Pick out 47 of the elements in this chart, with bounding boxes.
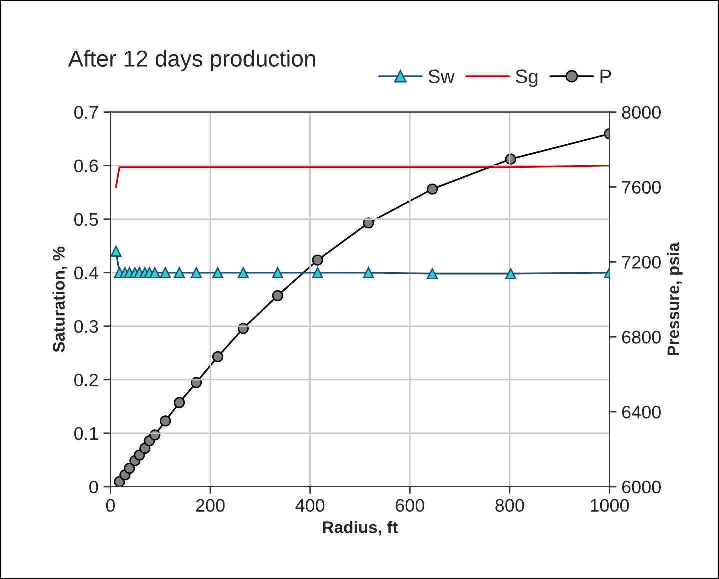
- y-tick-label: 0.4: [74, 266, 98, 280]
- point: [150, 267, 161, 278]
- y2-tick-label: 7200: [622, 256, 661, 269]
- x-tick-label: 200: [196, 499, 225, 512]
- x-tick-label: 800: [496, 499, 524, 512]
- point: [174, 397, 186, 408]
- y2-tick-label: 7600: [622, 181, 661, 194]
- y-axis-title: Saturation, %: [52, 246, 68, 352]
- point: [238, 267, 250, 278]
- legend-label: P: [600, 70, 612, 84]
- x-tick-label: 1000: [591, 499, 630, 512]
- point: [160, 267, 172, 278]
- x-tick-label: 600: [396, 499, 424, 512]
- point: [363, 267, 374, 278]
- y-tick-label: 0.1: [74, 427, 98, 440]
- y-tick-label: 0: [90, 480, 98, 494]
- point: [505, 268, 516, 280]
- point: [312, 267, 324, 278]
- point: [160, 416, 172, 427]
- point: [427, 184, 438, 195]
- y2-tick-label: 6400: [622, 406, 661, 419]
- y-tick-label: 0.7: [74, 106, 98, 120]
- chart-title: After 12 days production: [68, 50, 316, 72]
- x-tick-label: 400: [296, 499, 325, 512]
- point: [190, 267, 202, 278]
- x-tick-label: 0: [106, 499, 116, 512]
- point: [212, 351, 224, 363]
- point: [140, 442, 151, 454]
- y-tick-label: 0.2: [74, 374, 98, 387]
- point: [272, 267, 284, 278]
- x-axis-title: Radius, ft: [323, 521, 398, 536]
- y2-tick-label: 6000: [622, 480, 661, 494]
- y2-axis-title: Pressure, psia: [667, 242, 683, 356]
- point: [174, 267, 186, 278]
- y2-tick-label: 8000: [622, 106, 661, 120]
- point: [427, 268, 438, 280]
- y-tick-label: 0.6: [74, 160, 98, 173]
- point: [110, 246, 122, 258]
- y-tick-label: 0.3: [74, 320, 98, 334]
- point: [312, 254, 324, 266]
- point: [212, 267, 224, 278]
- legend-label: Sg: [516, 70, 538, 88]
- legend-label: Sw: [428, 70, 455, 84]
- y2-tick-label: 6800: [622, 331, 661, 344]
- point: [272, 290, 284, 302]
- y-tick-label: 0.5: [74, 213, 98, 226]
- point: [124, 463, 136, 474]
